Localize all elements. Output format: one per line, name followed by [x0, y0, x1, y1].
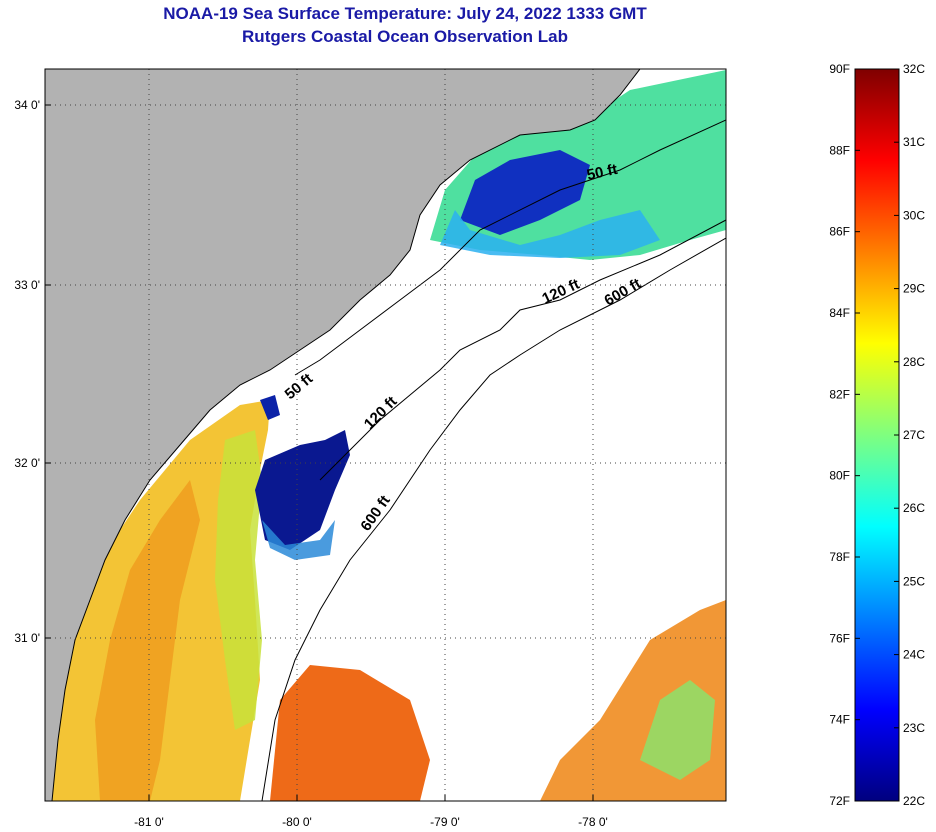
sst-green-midshelf	[215, 430, 262, 730]
lon-tick-label: -78 0'	[578, 815, 608, 829]
colorbar	[854, 68, 900, 802]
contour-120ft	[319, 219, 726, 481]
sst-north-blue	[460, 150, 590, 235]
colorbar-c-label: 27C	[903, 428, 925, 442]
sst-gulfstream-south	[270, 665, 430, 801]
lat-tick-label: 32 0'	[14, 456, 40, 470]
colorbar-f-label: 76F	[829, 631, 850, 645]
colorbar-f-label: 80F	[829, 469, 850, 483]
lat-tick-label: 34 0'	[14, 98, 40, 112]
colorbar-fahrenheit-labels: 90F 88F 86F 84F 82F 80F 78F 76F 74F 72F	[829, 62, 850, 808]
colorbar-c-label: 30C	[903, 208, 925, 222]
land-mass	[45, 69, 640, 801]
contour-label-50ft-north: 50 ft	[585, 161, 619, 184]
colorbar-c-label: 23C	[903, 721, 925, 735]
colorbar-c-label: 26C	[903, 501, 925, 515]
lat-tick-label: 33 0'	[14, 278, 40, 292]
lon-tick-label: -81 0'	[134, 815, 164, 829]
lon-tick-label: -79 0'	[430, 815, 460, 829]
graticule	[45, 69, 726, 801]
colorbar-ticks	[855, 68, 899, 802]
colorbar-f-label: 84F	[829, 306, 850, 320]
colorbar-f-label: 88F	[829, 143, 850, 157]
colorbar-f-label: 86F	[829, 225, 850, 239]
colorbar-f-label: 72F	[829, 794, 850, 808]
sst-east-patch-green	[640, 680, 715, 780]
contour-50ft	[294, 119, 726, 376]
colorbar-c-label: 31C	[903, 135, 925, 149]
sst-blue-spot	[260, 395, 280, 420]
colorbar-f-label: 74F	[829, 713, 850, 727]
coastline	[51, 69, 641, 801]
map-title: NOAA-19 Sea Surface Temperature: July 24…	[163, 4, 647, 23]
colorbar-f-label: 78F	[829, 550, 850, 564]
lat-tick-label: 31 0'	[14, 631, 40, 645]
colorbar-c-label: 28C	[903, 355, 925, 369]
lon-tick-label: -80 0'	[282, 815, 312, 829]
colorbar-celsius-labels: 32C 31C 30C 29C 28C 27C 26C 25C 24C 23C 22C	[903, 62, 925, 808]
sst-charleston-cyan	[262, 520, 335, 560]
colorbar-c-label: 25C	[903, 574, 925, 588]
colorbar-f-label: 90F	[829, 62, 850, 76]
colorbar-c-label: 32C	[903, 62, 925, 76]
colorbar-c-label: 22C	[903, 794, 925, 808]
map-subtitle: Rutgers Coastal Ocean Observation Lab	[242, 27, 568, 46]
colorbar-c-label: 29C	[903, 282, 925, 296]
sst-orange-nearshore	[95, 480, 200, 801]
map-frame	[44, 68, 727, 802]
sst-charleston-cold	[255, 430, 350, 550]
colorbar-c-label: 24C	[903, 648, 925, 662]
sst-north-cyan	[440, 210, 660, 258]
axis-ticks	[45, 104, 594, 801]
colorbar-f-label: 82F	[829, 387, 850, 401]
